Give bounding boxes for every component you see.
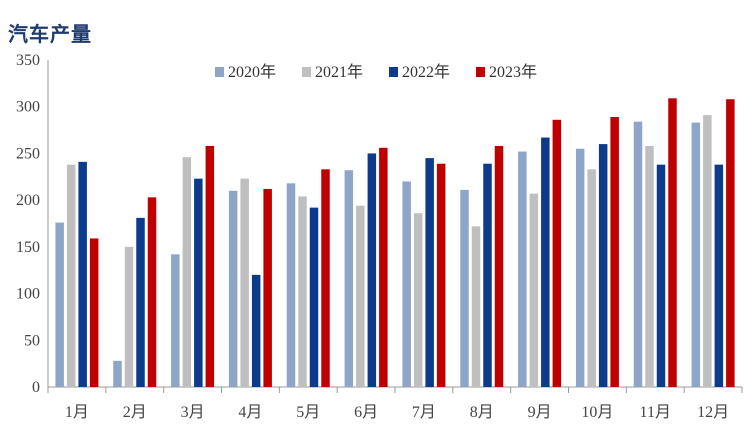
y-tick-label: 200 <box>16 192 40 209</box>
bar <box>356 205 365 387</box>
legend-label: 2020年 <box>228 63 276 81</box>
x-tick-label: 12月 <box>697 404 729 421</box>
bar <box>587 169 596 387</box>
bar <box>714 164 724 387</box>
bar <box>633 121 643 388</box>
y-tick-label: 100 <box>16 286 40 303</box>
legend: 2020年 2021年 2022年 2023年 <box>215 63 537 81</box>
bar <box>610 116 619 388</box>
bar <box>240 178 249 387</box>
bar <box>413 213 423 387</box>
y-axis: 0 50 100 150 200 250 300 350 <box>16 52 40 396</box>
bar <box>552 119 562 388</box>
bar <box>436 163 446 387</box>
bar <box>205 145 215 387</box>
bar <box>691 122 701 388</box>
bar <box>113 360 122 387</box>
x-tick-label: 6月 <box>354 404 378 421</box>
bar <box>541 137 550 387</box>
bar <box>460 189 469 387</box>
bar <box>89 238 99 387</box>
bar <box>286 183 296 387</box>
x-tick-label: 5月 <box>296 404 320 421</box>
bar <box>147 197 157 387</box>
legend-label: 2021年 <box>315 63 363 81</box>
bar <box>379 147 388 387</box>
legend-swatch <box>215 67 224 77</box>
bar <box>598 144 608 387</box>
bar <box>298 196 307 387</box>
bar <box>518 151 527 387</box>
bar <box>367 153 377 387</box>
bar <box>55 222 64 387</box>
legend-swatch <box>476 67 485 77</box>
bar <box>483 163 492 387</box>
legend-label: 2023年 <box>489 63 537 81</box>
x-tick-label: 4月 <box>238 404 262 421</box>
bar <box>171 254 180 387</box>
x-tick-label: 10月 <box>581 404 613 421</box>
legend-label: 2022年 <box>402 63 450 81</box>
bar <box>726 99 735 388</box>
bar <box>78 161 87 387</box>
bar <box>66 164 76 387</box>
legend-swatch <box>302 67 311 77</box>
bar <box>182 157 192 387</box>
x-tick-label: 8月 <box>470 404 494 421</box>
chart-title: 汽车产量 <box>8 22 92 46</box>
legend-swatch <box>389 67 398 77</box>
bar <box>402 181 411 387</box>
bar <box>263 188 272 387</box>
bar <box>494 145 504 387</box>
bar <box>575 148 585 387</box>
bar <box>321 169 330 387</box>
y-tick-label: 300 <box>16 99 40 116</box>
bar <box>344 170 354 387</box>
bar <box>656 164 666 387</box>
x-tick-label: 1月 <box>65 404 89 421</box>
x-tick-label: 9月 <box>528 404 552 421</box>
x-axis: 1月 2月 3月 4月 5月 6月 7月 8月 9月 10月 11月 12月 <box>47 387 743 421</box>
x-tick-label: 7月 <box>412 404 436 421</box>
y-tick-label: 250 <box>16 145 40 162</box>
x-tick-label: 3月 <box>181 404 205 421</box>
bar <box>668 98 677 387</box>
bar <box>645 145 654 387</box>
bar <box>124 246 134 387</box>
bars <box>55 98 735 388</box>
bar <box>228 190 238 387</box>
x-tick-label: 11月 <box>640 404 671 421</box>
bar <box>309 207 319 387</box>
y-tick-label: 150 <box>16 239 40 256</box>
bar <box>136 217 145 387</box>
bar <box>194 178 203 387</box>
x-tick-label: 2月 <box>123 404 147 421</box>
bar <box>529 193 539 387</box>
bar <box>471 226 481 387</box>
y-tick-label: 350 <box>16 52 40 69</box>
y-tick-label: 50 <box>24 332 40 349</box>
bar <box>425 158 434 387</box>
y-tick-label: 0 <box>32 379 40 396</box>
bar <box>703 115 712 387</box>
bar <box>251 274 261 387</box>
